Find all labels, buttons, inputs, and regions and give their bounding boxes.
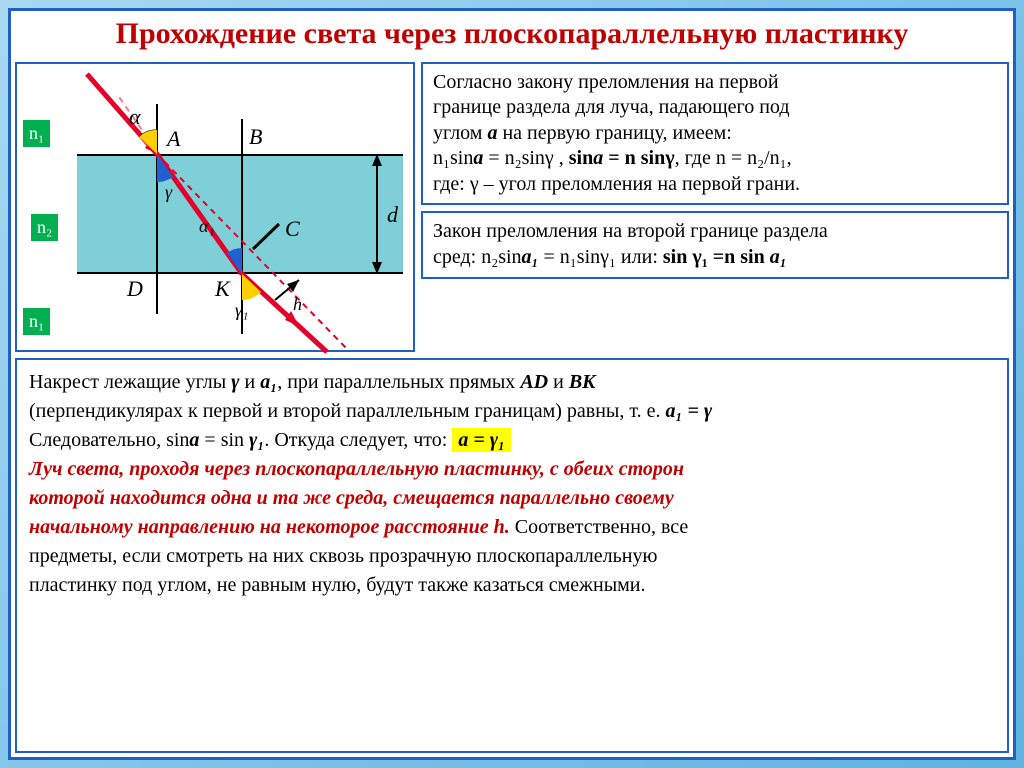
t: . (505, 516, 515, 538)
t: Согласно закону преломления на первой (433, 71, 779, 93)
t: которой находится одна и та же среда, см… (29, 487, 674, 509)
t: , при параллельных прямых (277, 371, 520, 393)
t: Следовательно, sin (29, 429, 189, 451)
t: и (548, 371, 569, 393)
n1-label-bottom: n₁ (23, 308, 50, 335)
n1-label-top: n₁ (23, 120, 50, 147)
n2-label: n₂ (31, 214, 58, 241)
highlight-result: a = γ₁ (452, 428, 511, 452)
t: а (487, 122, 497, 144)
t: начальному направлению на некоторое расс… (29, 516, 494, 538)
slide-frame: Прохождение света через плоскопараллельн… (8, 8, 1016, 760)
t: . Откуда следует, что: (264, 429, 452, 451)
t: BK (569, 371, 596, 393)
t: a (189, 429, 199, 451)
t: a₁ = γ (665, 400, 712, 422)
t: a₁ (770, 246, 787, 268)
t: h (494, 516, 505, 538)
lower-text: Накрест лежащие углы γ и a₁, при паралле… (15, 358, 1009, 754)
label-A: A (167, 126, 180, 152)
t: AD (520, 371, 548, 393)
label-gamma: γ (165, 182, 172, 203)
t: a₁ (260, 371, 277, 393)
diagram-svg (17, 64, 417, 354)
t: a (593, 147, 603, 169)
t: , где n = n₂/n₁, (675, 147, 792, 169)
t: сред: n₂sin (433, 246, 522, 268)
t: = n₂sinγ , (483, 147, 568, 169)
label-K: K (215, 276, 230, 302)
label-D: D (127, 276, 143, 302)
t: Закон преломления на второй границе разд… (433, 220, 828, 242)
right-column: Согласно закону преломления на первой гр… (421, 62, 1009, 352)
text-box-2: Закон преломления на второй границе разд… (421, 211, 1009, 278)
diagram: n₁ n₂ n₁ A B C D K α γ α₁ γ₁ d h (15, 62, 415, 352)
t: где: γ – угол преломления на первой гран… (433, 173, 800, 195)
upper-row: n₁ n₂ n₁ A B C D K α γ α₁ γ₁ d h Согласн… (11, 62, 1013, 352)
t: предметы, если смотреть на них сквозь пр… (29, 545, 657, 567)
t: углом (433, 122, 487, 144)
label-alpha1: α₁ (199, 216, 215, 237)
label-alpha: α (129, 104, 141, 130)
t: Накрест лежащие углы (29, 371, 231, 393)
text-box-1: Согласно закону преломления на первой гр… (421, 62, 1009, 206)
t: γ (231, 371, 239, 393)
label-C: C (285, 216, 300, 242)
title-area: Прохождение света через плоскопараллельн… (11, 11, 1013, 62)
t: и (240, 371, 261, 393)
slide-title: Прохождение света через плоскопараллельн… (21, 17, 1003, 52)
label-gamma1: γ₁ (235, 300, 248, 321)
t: границе раздела для луча, падающего под (433, 96, 790, 118)
t: = sin (199, 429, 249, 451)
t: пластинку под углом, не равным нулю, буд… (29, 574, 646, 596)
label-d: d (387, 202, 398, 228)
t: γ₁ (249, 429, 264, 451)
label-B: B (249, 124, 262, 150)
t: n₁sin (433, 147, 473, 169)
t: = n₁sinγ₁ или: (539, 246, 663, 268)
t: Соответственно, все (515, 516, 689, 538)
t: Луч света, проходя через плоскопараллель… (29, 458, 684, 480)
t: sin γ₁ =n sin (663, 246, 770, 268)
t: = n sinγ (603, 147, 674, 169)
t: a₁ (522, 246, 539, 268)
t: на первую границу, имеем: (497, 122, 731, 144)
t: (перпендикулярах к первой и второй парал… (29, 400, 665, 422)
t: sin (569, 147, 593, 169)
t: a (473, 147, 483, 169)
label-h: h (293, 294, 302, 315)
